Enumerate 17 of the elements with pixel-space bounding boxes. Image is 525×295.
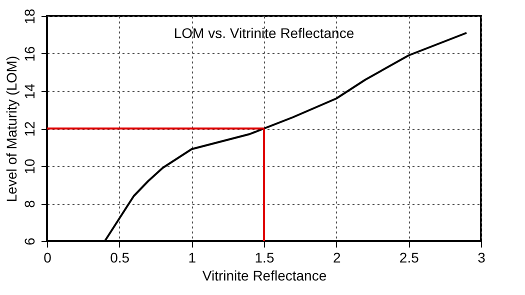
y-tick-label: 6: [22, 237, 38, 246]
x-tick-label: 1: [188, 250, 196, 266]
y-tick-label: 18: [22, 8, 38, 24]
x-tick-label: 0.5: [110, 250, 130, 266]
x-axis-title: Vitrinite Reflectance: [202, 268, 327, 284]
x-tick-label: 1.5: [254, 250, 274, 266]
y-tick-label: 16: [22, 46, 38, 62]
y-tick-label: 12: [22, 121, 38, 137]
y-axis-title: Level of Maturity (LOM): [4, 56, 20, 202]
y-tick-label: 14: [22, 84, 38, 100]
y-tick-label: 8: [22, 200, 38, 208]
x-tick-label: 2: [332, 250, 341, 266]
x-tick-label: 3: [478, 250, 486, 266]
x-tick-label: 0: [44, 250, 52, 266]
x-tick-label: 2.5: [399, 250, 420, 266]
text: LOM vs. Vitrinite Reflectance: [174, 25, 354, 41]
y-tick-label: 10: [22, 158, 38, 174]
